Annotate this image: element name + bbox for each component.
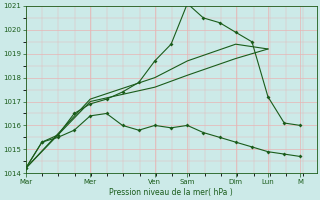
X-axis label: Pression niveau de la mer( hPa ): Pression niveau de la mer( hPa ) xyxy=(109,188,233,197)
